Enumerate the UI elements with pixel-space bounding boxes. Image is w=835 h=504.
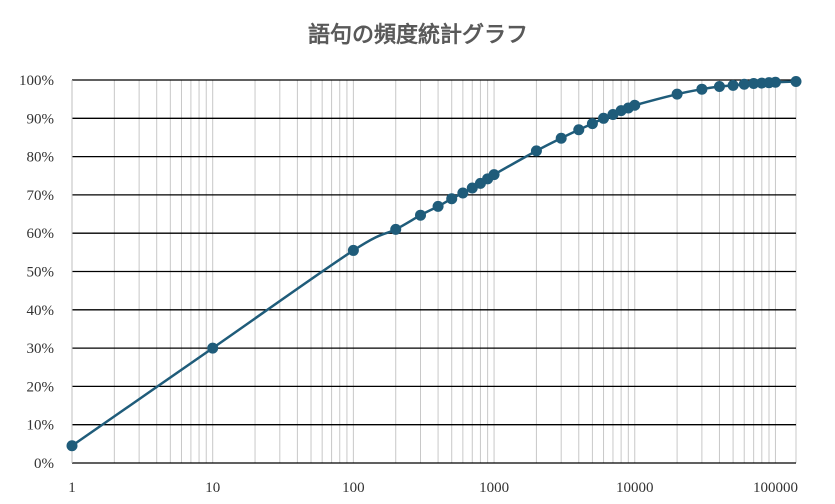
data-point <box>347 244 359 256</box>
y-axis-tick-labels: 0% 10% 20% 30% 40% 50% 60% 70% 80% 90% 100% <box>19 73 54 472</box>
chart-title: 語句の頻度統計グラフ <box>308 22 528 48</box>
data-point <box>748 77 760 89</box>
y-tick-label: 90% <box>27 111 55 127</box>
y-tick-label: 50% <box>27 265 55 281</box>
x-tick-label: 100000 <box>753 480 798 496</box>
data-point <box>446 193 458 205</box>
data-point <box>66 440 78 452</box>
data-point <box>586 118 598 130</box>
x-axis-tick-labels: 1 10 100 1000 10000 100000 <box>68 480 798 496</box>
x-tick-label: 10000 <box>616 480 654 496</box>
data-point <box>790 76 802 88</box>
series-line <box>71 80 797 447</box>
data-point <box>573 124 585 136</box>
data-point <box>598 112 610 124</box>
data-point <box>466 182 478 194</box>
data-point <box>696 83 708 95</box>
data-point <box>488 169 500 181</box>
y-tick-label: 60% <box>27 226 55 242</box>
x-tick-label: 1000 <box>479 480 509 496</box>
data-point <box>530 145 542 157</box>
data-point <box>727 79 739 91</box>
data-point <box>457 187 469 199</box>
x-tick-label: 100 <box>342 480 365 496</box>
y-tick-label: 20% <box>27 379 55 395</box>
y-tick-label: 0% <box>34 456 54 472</box>
data-point <box>207 342 219 354</box>
data-point <box>555 132 567 144</box>
data-point <box>607 108 619 120</box>
x-tick-label: 1 <box>68 480 76 496</box>
data-point <box>671 88 683 100</box>
data-point <box>390 223 402 235</box>
data-point <box>713 81 725 93</box>
data-point <box>769 76 781 88</box>
data-point <box>432 200 444 212</box>
series-points <box>66 76 802 452</box>
y-tick-label: 10% <box>27 418 55 434</box>
y-tick-label: 80% <box>27 150 55 166</box>
data-point <box>415 209 427 221</box>
major-gridlines <box>71 79 796 464</box>
y-tick-label: 100% <box>19 73 54 89</box>
y-tick-label: 30% <box>27 341 55 357</box>
y-tick-label: 70% <box>27 188 55 204</box>
y-tick-label: 40% <box>27 303 55 319</box>
data-point <box>738 78 750 90</box>
data-point <box>629 99 641 111</box>
x-tick-label: 10 <box>205 480 220 496</box>
